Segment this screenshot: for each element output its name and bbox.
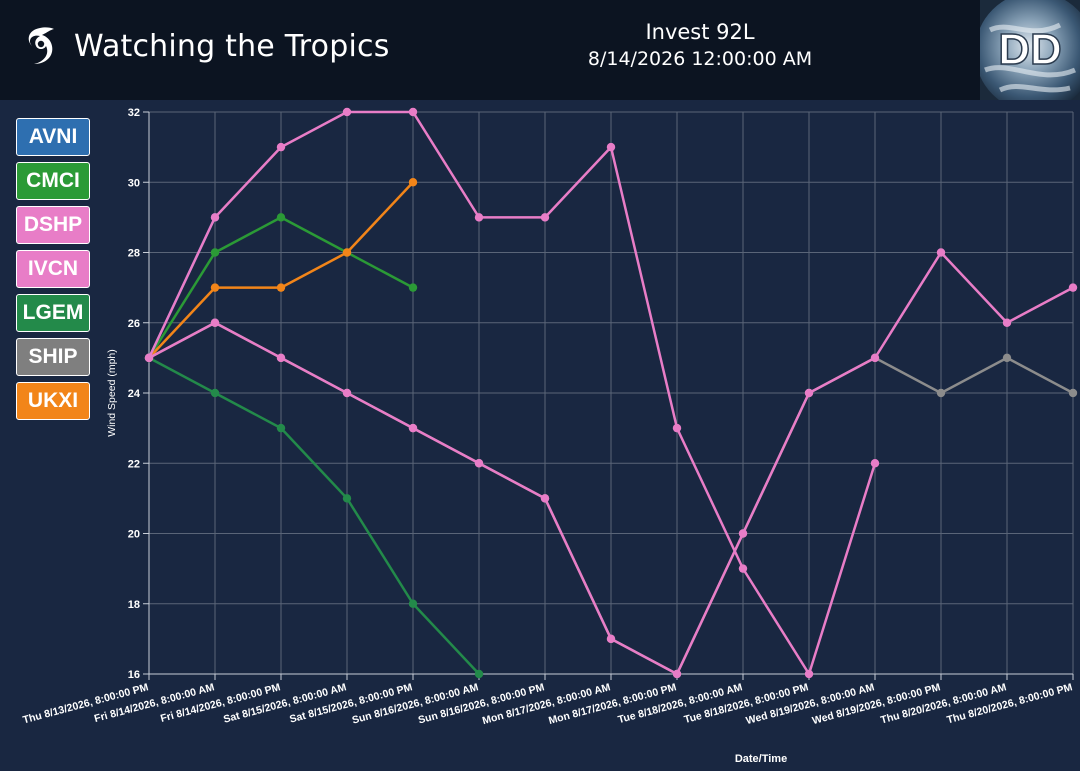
- data-point-lgem: [474, 669, 484, 679]
- data-point-ivcn: [870, 459, 880, 468]
- series-line-ivcn: [147, 110, 877, 676]
- data-point-dshp: [1002, 318, 1012, 327]
- data-point-ukxi: [342, 248, 352, 257]
- legend-item-dshp[interactable]: DSHP: [16, 206, 90, 244]
- globe-logo-icon: DD: [980, 0, 1080, 100]
- data-point-ivcn: [606, 142, 616, 152]
- data-point-cmci: [210, 248, 220, 257]
- data-point-dshp: [672, 669, 682, 679]
- data-point-cmci: [276, 213, 286, 222]
- data-point-dshp: [342, 388, 352, 398]
- app-title: Watching the Tropics: [74, 28, 390, 64]
- data-point-ivcn: [474, 213, 484, 222]
- data-point-lgem: [276, 423, 286, 433]
- legend-item-cmci[interactable]: CMCI: [16, 162, 90, 200]
- data-point-ship: [1002, 353, 1012, 363]
- data-point-ivcn: [342, 107, 352, 117]
- y-tick-label: 26: [128, 318, 140, 330]
- data-point-lgem: [408, 599, 418, 608]
- x-axis-title: Date/Time: [735, 753, 787, 765]
- header-bar: Watching the Tropics Invest 92L 8/14/202…: [0, 0, 1080, 100]
- y-tick-label: 22: [128, 458, 140, 470]
- series-legend: AVNI CMCI DSHP IVCN LGEM SHIP UKXI: [16, 118, 90, 426]
- legend-item-avni[interactable]: AVNI: [16, 118, 90, 156]
- data-point-ivcn: [408, 107, 418, 117]
- data-point-ivcn: [738, 564, 748, 573]
- hurricane-icon: [28, 27, 54, 64]
- svg-text:DD: DD: [998, 25, 1062, 74]
- storm-name: Invest 92L: [645, 20, 755, 44]
- legend-item-ukxi[interactable]: UKXI: [16, 382, 90, 420]
- site-logo[interactable]: DD: [980, 0, 1080, 100]
- y-tick-label: 32: [128, 107, 140, 119]
- data-point-cmci: [408, 283, 418, 292]
- data-point-ship: [936, 388, 946, 398]
- data-point-ivcn: [672, 423, 682, 433]
- legend-item-ivcn[interactable]: IVCN: [16, 250, 90, 288]
- y-tick-label: 28: [128, 248, 140, 260]
- data-point-dshp: [408, 423, 418, 433]
- data-point-dshp: [276, 353, 286, 363]
- brand: Watching the Tropics: [20, 24, 390, 68]
- data-point-ivcn: [144, 353, 154, 363]
- data-point-dshp: [540, 494, 550, 503]
- data-point-dshp: [1068, 283, 1078, 292]
- storm-info: Invest 92L 8/14/2026 12:00:00 AM: [500, 18, 900, 72]
- storm-time: 8/14/2026 12:00:00 AM: [587, 48, 813, 70]
- y-tick-label: 18: [128, 599, 140, 611]
- data-point-lgem: [342, 494, 352, 503]
- data-point-ukxi: [210, 283, 220, 292]
- y-axis-title: Wind Speed (mph): [106, 349, 118, 437]
- data-point-dshp: [936, 248, 946, 257]
- y-tick-label: 16: [128, 669, 140, 681]
- data-point-ship: [1068, 388, 1078, 398]
- legend-item-ship[interactable]: SHIP: [16, 338, 90, 376]
- data-point-ukxi: [408, 178, 418, 187]
- data-point-dshp: [870, 353, 880, 363]
- series-line-lgem: [148, 356, 480, 675]
- data-point-dshp: [474, 459, 484, 468]
- data-point-ukxi: [276, 283, 286, 292]
- data-point-ivcn: [210, 213, 220, 222]
- y-tick-label: 24: [128, 388, 141, 400]
- data-point-dshp: [210, 318, 220, 327]
- y-tick-label: 30: [128, 177, 140, 189]
- data-point-dshp: [606, 634, 616, 644]
- data-point-lgem: [210, 388, 220, 398]
- data-point-ivcn: [804, 669, 814, 679]
- data-point-dshp: [804, 388, 814, 398]
- data-point-ivcn: [276, 142, 286, 152]
- y-tick-label: 20: [128, 529, 140, 541]
- data-point-ivcn: [540, 213, 550, 222]
- legend-item-lgem[interactable]: LGEM: [16, 294, 90, 332]
- data-point-dshp: [738, 529, 748, 538]
